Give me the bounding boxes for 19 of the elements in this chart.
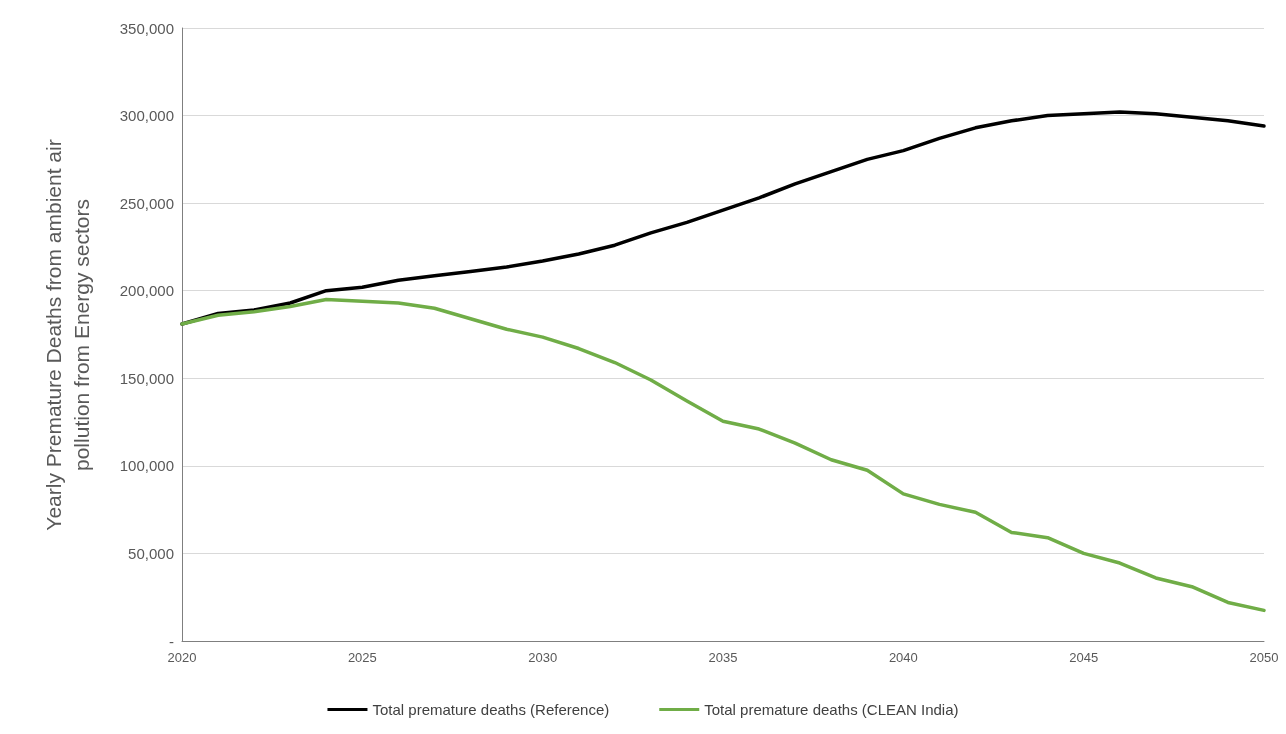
y-tick-label: - [169,632,174,650]
legend-label: Total premature deaths (Reference) [372,701,610,718]
y-tick-label: 200,000 [119,282,174,300]
y-tick-label: 350,000 [119,19,174,37]
y-tick-label: 250,000 [119,194,174,212]
y-tick-label: 150,000 [119,369,174,387]
x-tick-label: 2050 [1249,650,1279,665]
y-tick-label: 300,000 [119,107,174,125]
y-tick-label: 100,000 [119,457,174,475]
y-axis-title: Yearly Premature Deaths from ambient air pollution from Energy sectors [41,138,94,533]
line-series [180,297,1266,613]
x-tick-label: 2045 [1069,650,1099,665]
x-tick-label: 2040 [888,650,918,665]
legend-label: Total premature deaths (CLEAN India) [704,701,959,718]
x-tick-label: 2035 [708,650,738,665]
x-tick-label: 2030 [528,650,558,665]
y-tick-label: 50,000 [128,544,174,562]
x-tick-label: 2025 [347,650,377,665]
x-tick-label: 2020 [167,650,197,665]
